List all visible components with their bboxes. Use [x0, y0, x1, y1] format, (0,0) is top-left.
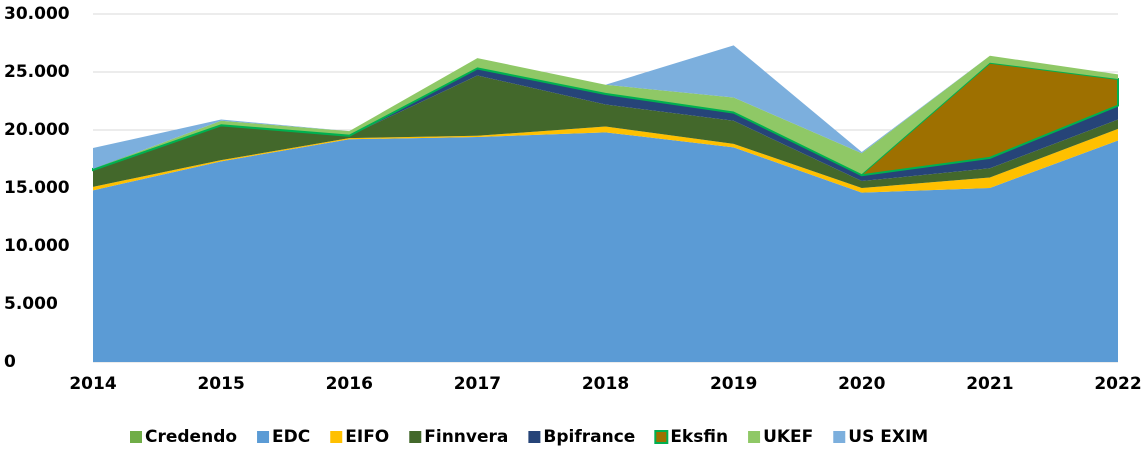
area — [93, 132, 1118, 362]
legend-swatch — [748, 431, 761, 443]
legend-label: EIFO — [345, 427, 389, 447]
legend-swatch — [409, 431, 422, 443]
x-tick-label: 2019 — [710, 374, 757, 394]
x-tick-label: 2014 — [69, 374, 116, 394]
legend-label: Eksfin — [670, 427, 728, 447]
legend-swatch — [528, 431, 541, 443]
legend-swatch — [130, 431, 142, 443]
legend-label: Bpifrance — [543, 427, 635, 447]
legend-label: Credendo — [145, 427, 237, 447]
legend-swatch — [330, 431, 343, 443]
x-tick-label: 2020 — [838, 374, 885, 394]
y-tick-label: 30.000 — [4, 4, 70, 24]
x-tick-label: 2017 — [454, 374, 501, 394]
legend-swatch — [654, 430, 669, 444]
x-tick-label: 2018 — [582, 374, 629, 394]
legend-label: US EXIM — [848, 427, 928, 447]
legend-label: EDC — [272, 427, 310, 447]
x-tick-label: 2021 — [966, 374, 1013, 394]
y-tick-label: 0 — [4, 352, 16, 372]
legend-label: UKEF — [763, 427, 813, 447]
y-tick-label: 20.000 — [4, 120, 70, 140]
y-tick-label: 25.000 — [4, 62, 70, 82]
area — [93, 55, 1118, 175]
legend-label: Finnvera — [424, 427, 508, 447]
x-tick-label: 2022 — [1094, 374, 1141, 394]
y-tick-label: 10.000 — [4, 236, 70, 256]
legend-swatch — [257, 431, 270, 443]
legend-swatch — [833, 431, 846, 443]
y-tick-label: 15.000 — [4, 178, 70, 198]
y-tick-label: 5.000 — [4, 294, 58, 314]
x-tick-label: 2016 — [326, 374, 373, 394]
x-tick-label: 2015 — [197, 374, 244, 394]
